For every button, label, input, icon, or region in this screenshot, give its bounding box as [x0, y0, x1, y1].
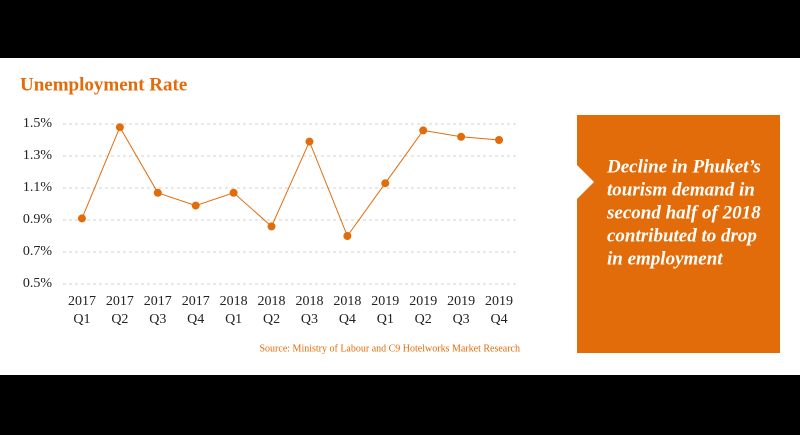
y-tick-label: 0.7% — [23, 244, 53, 259]
x-tick-label: Q3 — [453, 312, 470, 327]
callout-text: second half of 2018 — [606, 202, 761, 223]
x-tick-label: 2017 — [144, 294, 172, 309]
x-tick-label: Q4 — [339, 312, 356, 327]
x-tick-label: 2019 — [447, 294, 475, 309]
y-tick-label: 1.3% — [23, 148, 53, 163]
x-tick-label: 2018 — [220, 294, 248, 309]
x-tick-label: 2019 — [485, 294, 513, 309]
x-tick-label: Q4 — [490, 312, 507, 327]
y-tick-label: 0.5% — [23, 276, 53, 291]
data-point — [191, 201, 200, 210]
x-tick-label: 2017 — [68, 294, 96, 309]
x-tick-label: 2018 — [333, 294, 361, 309]
x-tick-label: 2017 — [182, 294, 210, 309]
source-note: Source: Ministry of Labour and C9 Hotelw… — [260, 343, 521, 354]
data-point — [419, 126, 428, 135]
x-tick-label: Q2 — [111, 312, 128, 327]
x-tick-label: 2019 — [409, 294, 437, 309]
x-tick-label: 2018 — [258, 294, 286, 309]
x-tick-label: Q1 — [73, 312, 90, 327]
x-tick-label: Q3 — [149, 312, 166, 327]
data-point — [229, 188, 238, 197]
chart-title: Unemployment Rate — [20, 74, 187, 95]
callout-text: in employment — [607, 248, 723, 269]
x-tick-label: Q1 — [377, 312, 394, 327]
data-point — [77, 214, 86, 223]
x-tick-label: Q2 — [415, 312, 432, 327]
x-tick-label: Q4 — [187, 312, 204, 327]
data-point — [267, 222, 276, 231]
callout-text: contributed to drop — [607, 225, 757, 246]
y-tick-label: 0.9% — [23, 212, 53, 227]
data-point — [381, 179, 390, 188]
data-point — [115, 123, 124, 132]
x-tick-label: 2019 — [371, 294, 399, 309]
callout-text: tourism demand in — [607, 179, 755, 200]
x-tick-label: 2018 — [295, 294, 323, 309]
y-tick-label: 1.1% — [23, 180, 53, 195]
data-point — [457, 132, 466, 141]
x-tick-label: Q3 — [301, 312, 318, 327]
data-point — [495, 136, 504, 144]
y-tick-label: 1.5% — [23, 116, 53, 131]
x-tick-label: 2017 — [106, 294, 134, 309]
x-tick-label: Q2 — [263, 312, 280, 327]
callout-box — [577, 115, 780, 353]
callout-text: Decline in Phuket’s — [606, 156, 761, 177]
data-point — [343, 232, 352, 240]
callout-notch — [577, 165, 594, 199]
data-line — [81, 126, 500, 238]
data-point — [153, 188, 162, 197]
data-point — [305, 137, 314, 146]
x-tick-label: Q1 — [225, 312, 242, 327]
